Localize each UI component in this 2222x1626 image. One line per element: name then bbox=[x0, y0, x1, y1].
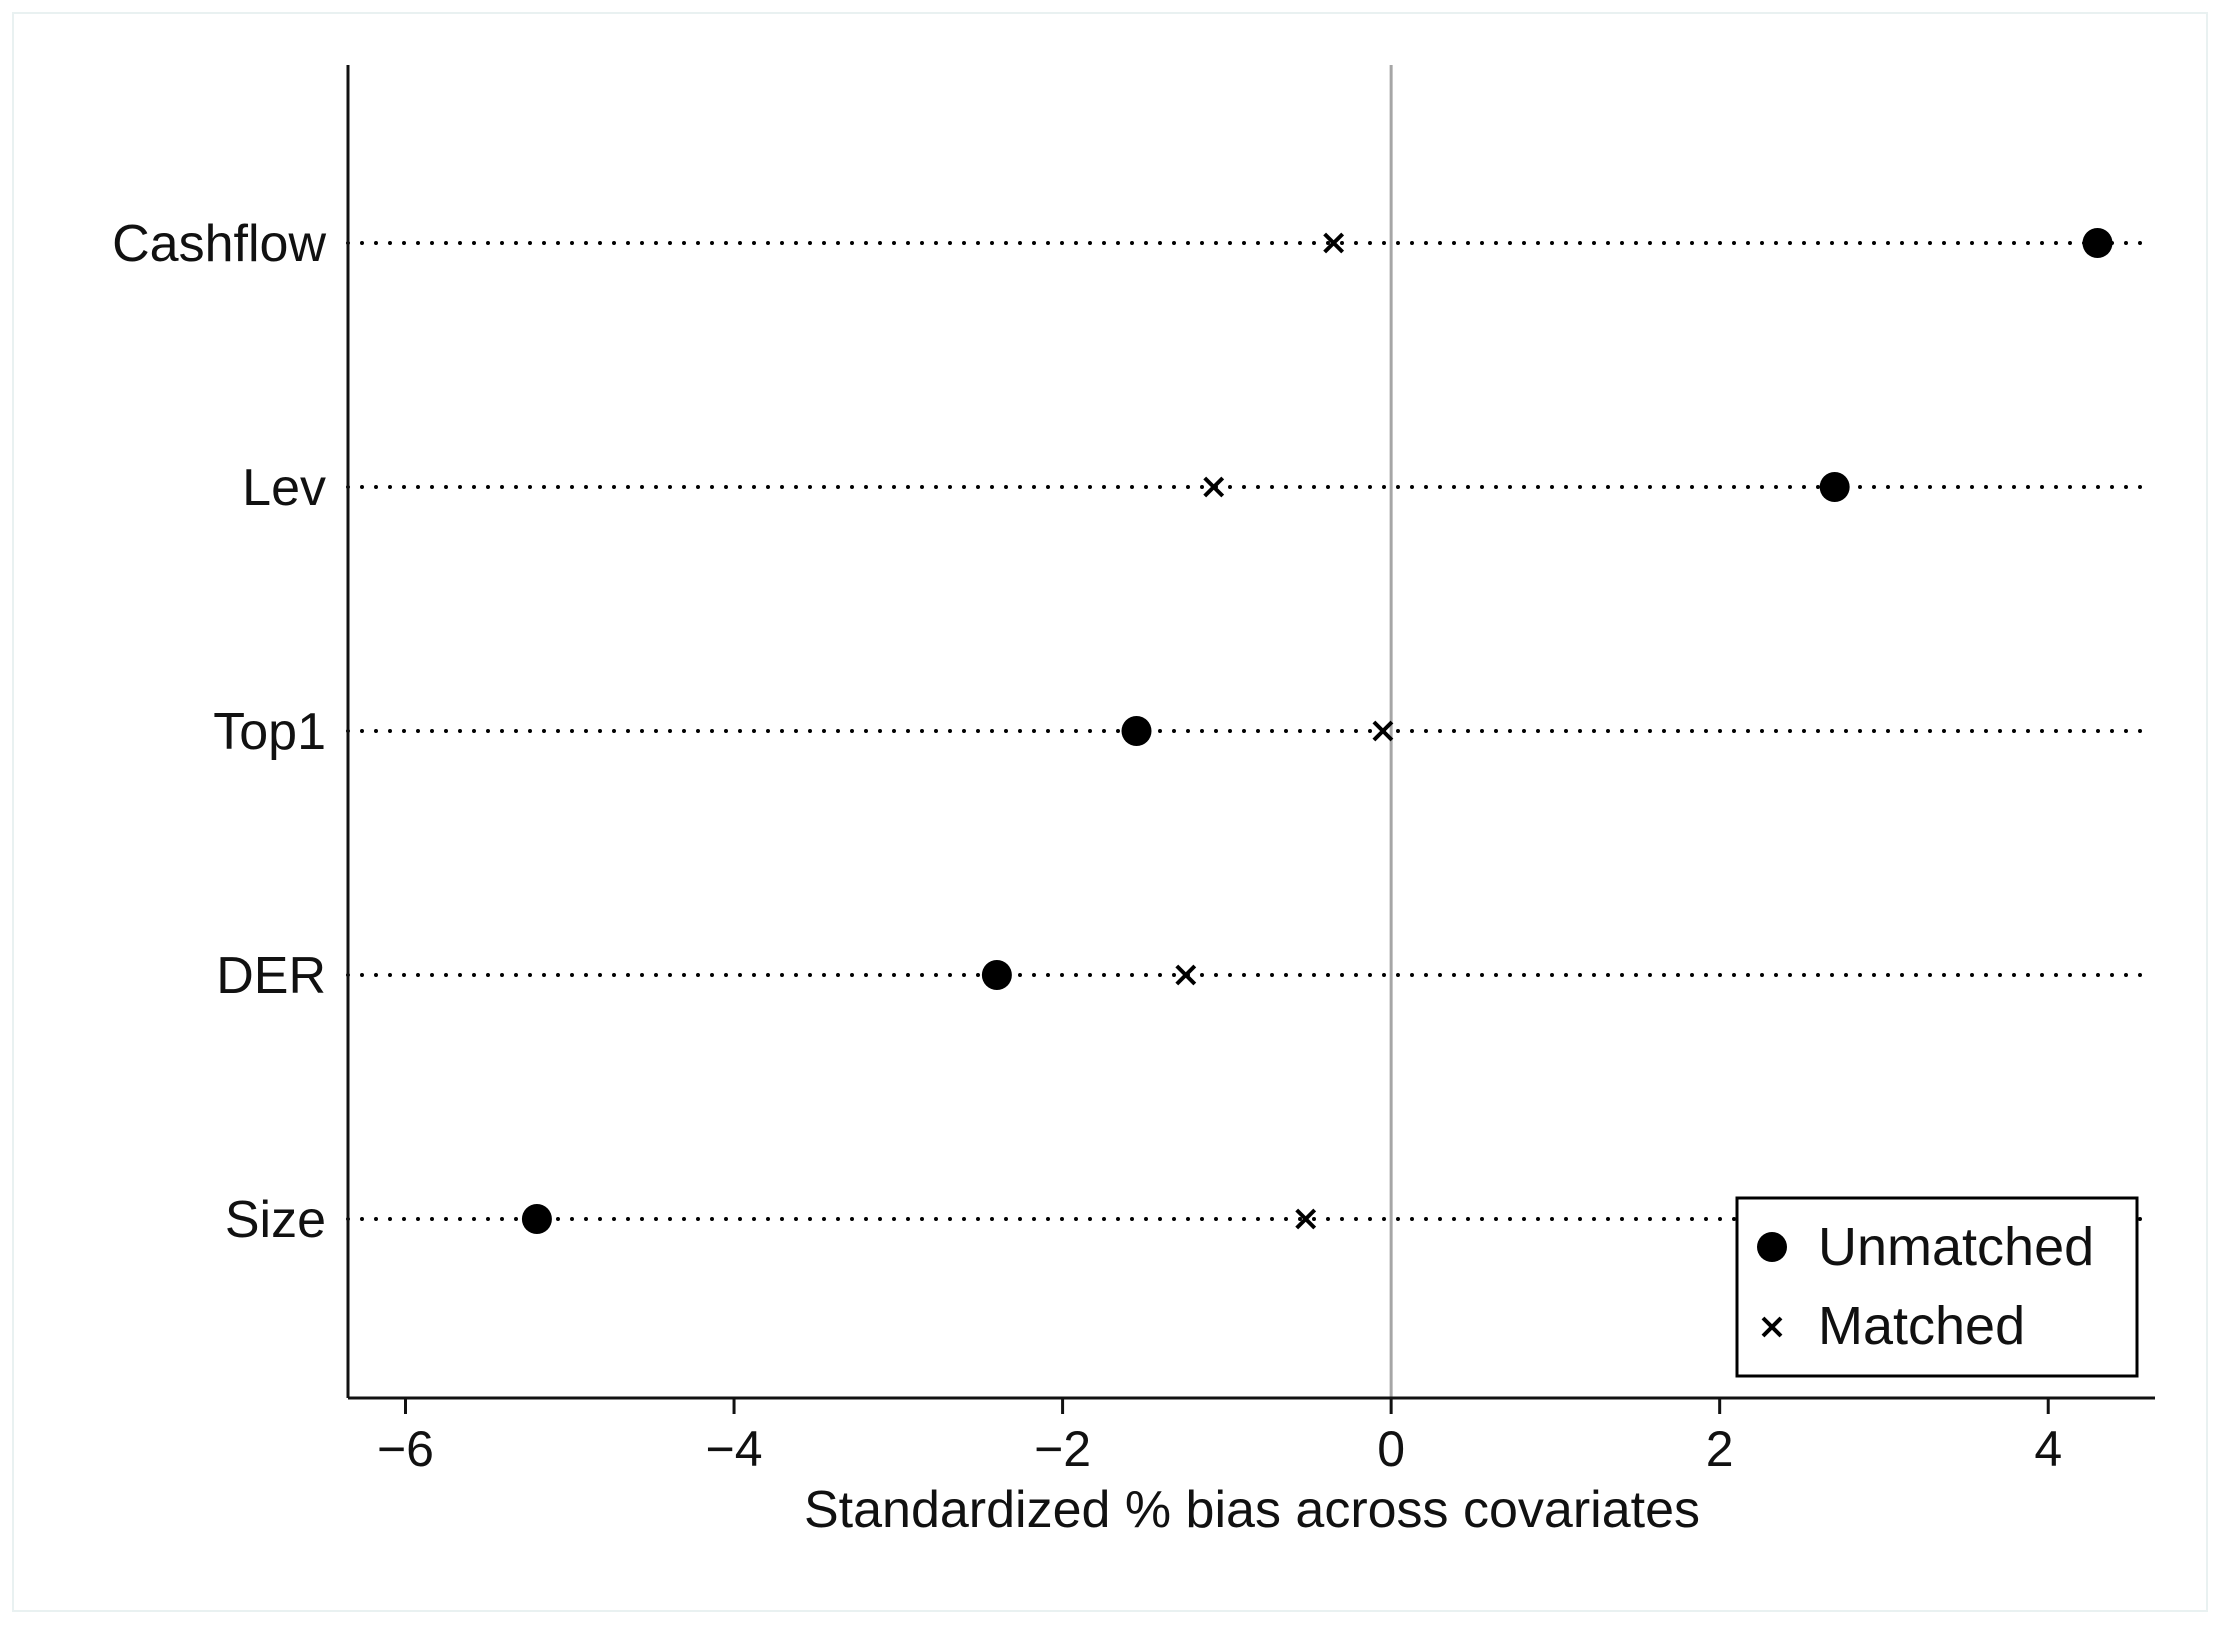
matched-point-der bbox=[1175, 964, 1197, 986]
legend-label-unmatched: Unmatched bbox=[1818, 1217, 2094, 1277]
category-label-top1: Top1 bbox=[213, 703, 326, 761]
x-tick-label: −2 bbox=[1034, 1421, 1091, 1477]
legend-unmatched-marker bbox=[1757, 1232, 1787, 1262]
unmatched-point-der bbox=[981, 960, 1012, 990]
x-tick-label: −6 bbox=[377, 1421, 434, 1477]
x-tick-label: 2 bbox=[1706, 1421, 1734, 1477]
unmatched-point-top1 bbox=[1121, 716, 1152, 746]
unmatched-point-size bbox=[521, 1204, 552, 1234]
x-tick-label: 0 bbox=[1377, 1421, 1405, 1477]
matched-point-size bbox=[1295, 1208, 1317, 1230]
legend-label-matched: Matched bbox=[1818, 1296, 2025, 1356]
category-label-cashflow: Cashflow bbox=[112, 215, 326, 273]
legend-box bbox=[1735, 1196, 2139, 1378]
unmatched-point-cashflow bbox=[2082, 228, 2113, 258]
category-label-lev: Lev bbox=[242, 459, 326, 517]
legend: Unmatched Matched bbox=[1735, 1196, 2139, 1378]
category-label-der: DER bbox=[216, 947, 326, 1005]
matched-point-lev bbox=[1203, 476, 1225, 498]
x-tick-label: 4 bbox=[2034, 1421, 2062, 1477]
matched-point-cashflow bbox=[1323, 232, 1345, 254]
x-tick-label: −4 bbox=[706, 1421, 763, 1477]
category-label-size: Size bbox=[225, 1191, 326, 1249]
data-markers bbox=[521, 228, 2113, 1234]
matched-point-top1 bbox=[1372, 720, 1394, 742]
unmatched-point-lev bbox=[1819, 472, 1850, 502]
legend-matched-marker bbox=[1761, 1316, 1783, 1338]
x-axis-ticks: −6 −4 −2 0 2 4 bbox=[377, 1398, 2062, 1477]
gridlines bbox=[346, 241, 2147, 1221]
x-axis-title: Standardized % bias across covariates bbox=[804, 1481, 1700, 1539]
y-axis-category-labels: Cashflow Lev Top1 DER Size bbox=[112, 215, 326, 1249]
